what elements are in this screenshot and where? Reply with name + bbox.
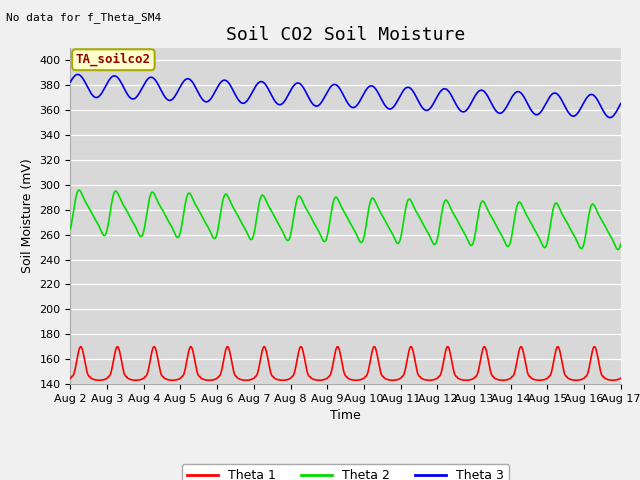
Text: No data for f_Theta_SM4: No data for f_Theta_SM4: [6, 12, 162, 23]
Legend: Theta 1, Theta 2, Theta 3: Theta 1, Theta 2, Theta 3: [182, 464, 509, 480]
X-axis label: Time: Time: [330, 409, 361, 422]
Title: Soil CO2 Soil Moisture: Soil CO2 Soil Moisture: [226, 25, 465, 44]
Y-axis label: Soil Moisture (mV): Soil Moisture (mV): [21, 158, 34, 274]
Text: TA_soilco2: TA_soilco2: [76, 53, 151, 66]
